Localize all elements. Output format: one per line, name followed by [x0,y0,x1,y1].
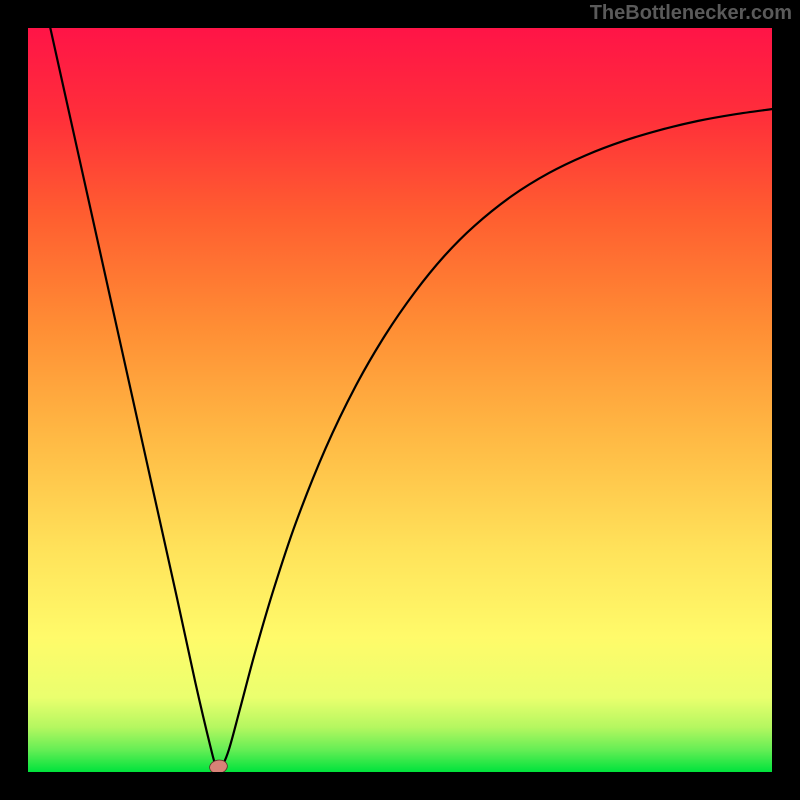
chart-container: TheBottlenecker.com [0,0,800,800]
plot-area [28,28,772,772]
watermark-text: TheBottlenecker.com [590,2,792,25]
gradient-background [28,28,772,772]
bottleneck-chart [28,28,772,772]
